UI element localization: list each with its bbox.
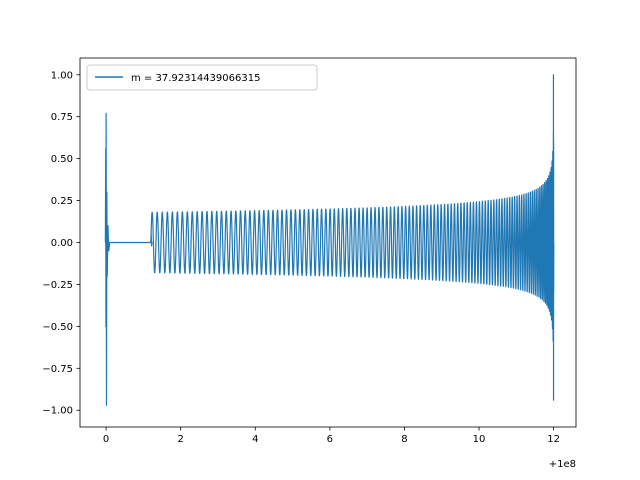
y-tick-label: 0.50: [51, 154, 73, 165]
legend: m = 37.92314439066315: [86, 64, 318, 91]
y-tick-label: −0.25: [42, 280, 73, 291]
x-tick-label: 10: [473, 434, 486, 445]
axes: 0 2 4 6 8 10 12 1.00 0.75 0.50 0.25 0.00 −0.25 −0.50 −…: [42, 57, 577, 445]
y-tick-label: 0.00: [51, 238, 73, 249]
y-tick-label: −0.75: [42, 364, 73, 375]
series-line-waveform: [104, 74, 555, 406]
y-tick-label: −1.00: [42, 406, 73, 417]
y-tick-label: 0.25: [51, 196, 73, 207]
y-tick-label: 0.75: [51, 112, 73, 123]
x-tick-label: 6: [327, 434, 333, 445]
x-tick-label: 2: [178, 434, 184, 445]
plot-area: [104, 74, 555, 406]
legend-box: [86, 64, 318, 91]
x-tick-label: 12: [547, 434, 560, 445]
legend-label: m = 37.92314439066315: [131, 73, 260, 84]
x-tick-label: 8: [401, 434, 407, 445]
x-offset-label: +1e8: [549, 459, 576, 470]
y-tick-label: −0.50: [42, 322, 73, 333]
x-tick-label: 4: [252, 434, 258, 445]
y-tick-label: 1.00: [51, 70, 73, 81]
x-tick-label: 0: [103, 434, 109, 445]
